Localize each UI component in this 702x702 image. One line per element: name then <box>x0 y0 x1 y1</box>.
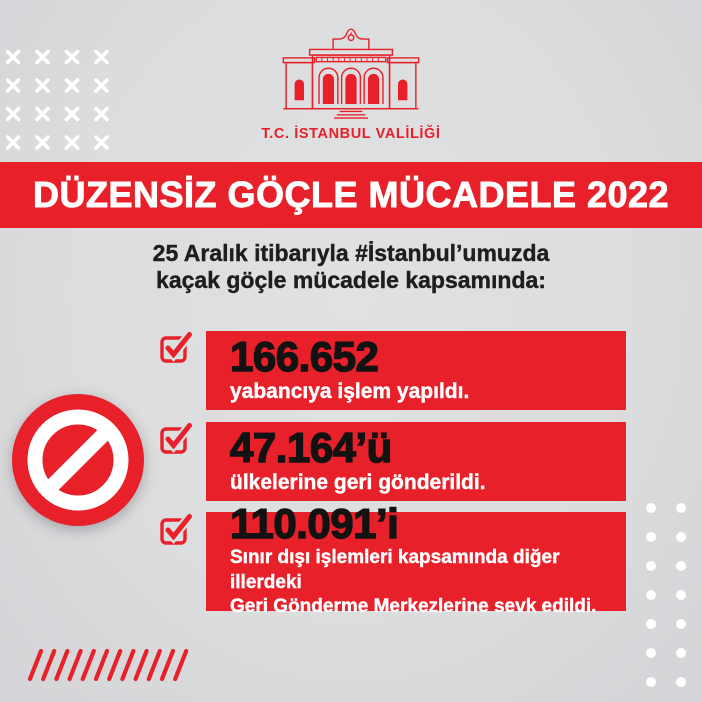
stat-box-returned: 47.164’ü ülkelerine geri gönderildi. <box>206 422 626 501</box>
no-entry-icon <box>12 394 144 526</box>
stat-value: 47.164’ü <box>229 423 393 471</box>
logo: T.C. İSTANBUL VALİLİĞİ <box>0 25 702 142</box>
checkbox-checked-icon <box>160 422 193 454</box>
stat-description: Sınır dışı işlemleri kapsamında diğer il… <box>230 547 597 618</box>
checkbox-checked-icon <box>160 513 193 545</box>
stat-value: 166.652 <box>229 332 379 380</box>
stat-description: yabancıya işlem yapıldı. <box>230 379 470 403</box>
logo-org-name: T.C. İSTANBUL VALİLİĞİ <box>261 126 441 142</box>
intro-line-2: kaçak göçle mücadele kapsamında: <box>156 267 546 293</box>
x-cross-grid-icon <box>6 49 109 150</box>
checkbox-checked-icon <box>160 331 193 363</box>
title-banner: DÜZENSİZ GÖÇLE MÜCADELE 2022 <box>0 162 702 228</box>
diagonal-slashes-icon <box>27 648 189 682</box>
stat-box-processed: 166.652 yabancıya işlem yapıldı. <box>206 331 626 410</box>
government-building-icon <box>282 28 420 119</box>
stat-description: ülkelerine geri gönderildi. <box>230 470 486 494</box>
stat-box-transferred: 110.091’i Sınır dışı işlemleri kapsamınd… <box>206 501 626 617</box>
intro-line-1: 25 Aralık itibarıyla #İstanbul’umuzda <box>152 240 550 266</box>
intro-text: 25 Aralık itibarıyla #İstanbul’umuzda ka… <box>0 240 702 294</box>
stat-value: 110.091’i <box>229 499 399 547</box>
dot-grid-icon <box>646 503 686 687</box>
page-title: DÜZENSİZ GÖÇLE MÜCADELE 2022 <box>32 174 670 216</box>
